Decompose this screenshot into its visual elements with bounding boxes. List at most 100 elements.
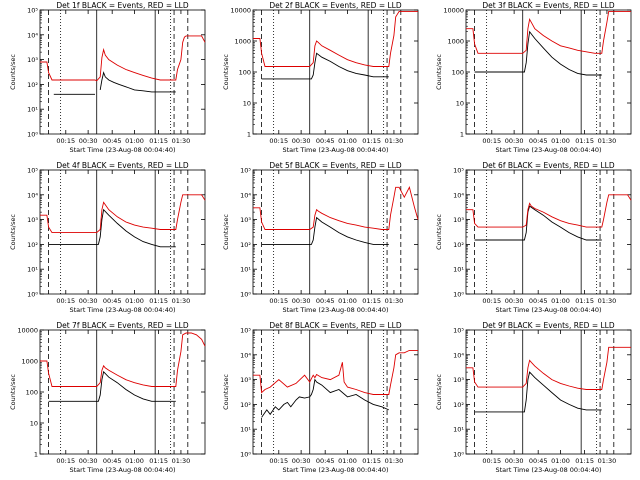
- x-tick-label: 01:00: [125, 297, 144, 305]
- y-axis-label: Counts/sec: [222, 214, 230, 250]
- y-tick-label: 10⁴: [240, 351, 251, 359]
- y-tick-label: 10³: [453, 376, 464, 384]
- plot-frame: [465, 329, 632, 455]
- x-tick-label: 01:00: [125, 457, 144, 465]
- y-tick-label: 10000: [230, 7, 251, 15]
- x-tick-label: 01:30: [172, 457, 191, 465]
- y-tick-label: 10¹: [240, 266, 251, 274]
- series-events-line: [474, 205, 602, 241]
- y-tick-label: 10³: [240, 216, 251, 224]
- y-tick-label: 10²: [240, 241, 251, 249]
- x-tick-label: 00:30: [505, 137, 524, 145]
- x-tick-label: 00:15: [269, 137, 288, 145]
- x-axis-label: Start Time (23-Aug-08 00:04:40): [495, 466, 601, 474]
- panel-8: Det 8f BLACK = Events, RED = LLD 10⁰ 10¹ 10…: [222, 321, 419, 474]
- x-tick-label: 00:30: [79, 457, 98, 465]
- x-axis-label: Start Time (23-Aug-08 00:04:40): [69, 466, 175, 474]
- x-tick-label: 00:45: [529, 457, 548, 465]
- y-tick-label: 10⁴: [27, 31, 38, 39]
- panel-title: Det 1f BLACK = Events, RED = LLD: [56, 1, 189, 10]
- y-tick-label: 10²: [27, 241, 38, 249]
- x-tick-label: 01:00: [338, 457, 357, 465]
- y-axis-label: Counts/sec: [435, 54, 443, 90]
- y-tick-label: 10: [243, 100, 251, 108]
- x-tick-label: 01:15: [575, 137, 594, 145]
- series-events-line: [474, 30, 602, 76]
- y-tick-label: 10000: [443, 7, 464, 15]
- y-tick-label: 10⁴: [453, 191, 464, 199]
- y-tick-label: 10¹: [27, 266, 38, 274]
- x-axis-label: Start Time (23-Aug-08 00:04:40): [282, 146, 388, 154]
- series-events-line: [99, 71, 176, 93]
- plot-frame: [252, 169, 419, 295]
- panel-5: Det 5f BLACK = Events, RED = LLD 10⁰ 10¹ 10…: [222, 161, 419, 314]
- y-axis-label: Counts/sec: [9, 374, 17, 410]
- y-tick-label: 10³: [240, 376, 251, 384]
- series-lld-line: [253, 349, 418, 395]
- x-tick-label: 01:00: [338, 137, 357, 145]
- plot-frame: [39, 169, 206, 295]
- x-axis-label: Start Time (23-Aug-08 00:04:40): [282, 466, 388, 474]
- x-tick-label: 00:30: [505, 297, 524, 305]
- x-axis-label: Start Time (23-Aug-08 00:04:40): [69, 146, 175, 154]
- x-tick-label: 00:15: [56, 137, 75, 145]
- y-tick-label: 10¹: [453, 266, 464, 274]
- x-tick-label: 01:00: [551, 297, 570, 305]
- y-tick-label: 10³: [453, 216, 464, 224]
- x-tick-label: 01:15: [575, 297, 594, 305]
- series-lld-line: [40, 194, 206, 234]
- x-tick-label: 01:30: [172, 137, 191, 145]
- x-axis-label: Start Time (23-Aug-08 00:04:40): [69, 306, 175, 314]
- y-tick-label: 1000: [234, 38, 251, 46]
- y-tick-label: 1: [247, 131, 251, 139]
- x-axis-label: Start Time (23-Aug-08 00:04:40): [495, 306, 601, 314]
- panel-2: Det 2f BLACK = Events, RED = LLD 1 10 100 10…: [222, 1, 419, 154]
- x-tick-label: 01:00: [551, 457, 570, 465]
- x-tick-label: 00:45: [316, 457, 335, 465]
- x-tick-label: 00:30: [292, 457, 311, 465]
- panel-7: Det 7f BLACK = Events, RED = LLD 1 10 100 10…: [9, 321, 206, 474]
- series-lld-line: [466, 10, 631, 54]
- y-tick-label: 10¹: [27, 106, 38, 114]
- y-axis-label: Counts/sec: [9, 214, 17, 250]
- y-tick-label: 10²: [453, 401, 464, 409]
- x-tick-label: 01:00: [125, 137, 144, 145]
- panel-title: Det 4f BLACK = Events, RED = LLD: [56, 161, 189, 170]
- y-tick-label: 10¹: [453, 426, 464, 434]
- panel-title: Det 3f BLACK = Events, RED = LLD: [482, 1, 615, 10]
- x-tick-label: 01:30: [385, 297, 404, 305]
- y-tick-label: 10²: [240, 401, 251, 409]
- x-tick-label: 00:45: [529, 297, 548, 305]
- x-tick-label: 01:15: [362, 457, 381, 465]
- plot-frame: [465, 169, 632, 295]
- y-tick-label: 10³: [27, 56, 38, 64]
- series-lld-line: [466, 194, 632, 228]
- panel-title: Det 2f BLACK = Events, RED = LLD: [269, 1, 402, 10]
- x-tick-label: 00:15: [269, 457, 288, 465]
- x-tick-label: 01:30: [598, 457, 617, 465]
- x-tick-label: 01:00: [551, 137, 570, 145]
- series-events-line: [261, 52, 389, 80]
- y-tick-label: 10⁰: [27, 131, 38, 139]
- x-tick-label: 01:00: [338, 297, 357, 305]
- y-tick-label: 100: [239, 69, 251, 77]
- y-axis-label: Counts/sec: [222, 374, 230, 410]
- x-tick-label: 00:45: [316, 297, 335, 305]
- x-tick-label: 00:30: [505, 457, 524, 465]
- x-tick-label: 00:30: [292, 297, 311, 305]
- y-tick-label: 100: [452, 69, 464, 77]
- series-lld-line: [40, 35, 206, 82]
- y-tick-label: 10⁴: [453, 351, 464, 359]
- x-tick-label: 01:15: [575, 457, 594, 465]
- series-lld-line: [253, 186, 419, 230]
- x-tick-label: 00:15: [269, 297, 288, 305]
- y-tick-label: 10⁰: [27, 291, 38, 299]
- x-tick-label: 00:30: [79, 137, 98, 145]
- panel-3: Det 3f BLACK = Events, RED = LLD 1 10 100 10…: [435, 1, 632, 154]
- y-tick-label: 10⁰: [240, 291, 251, 299]
- x-tick-label: 00:45: [103, 137, 122, 145]
- y-tick-label: 10⁵: [240, 327, 251, 335]
- x-tick-label: 01:30: [598, 137, 617, 145]
- y-tick-label: 10⁴: [27, 191, 38, 199]
